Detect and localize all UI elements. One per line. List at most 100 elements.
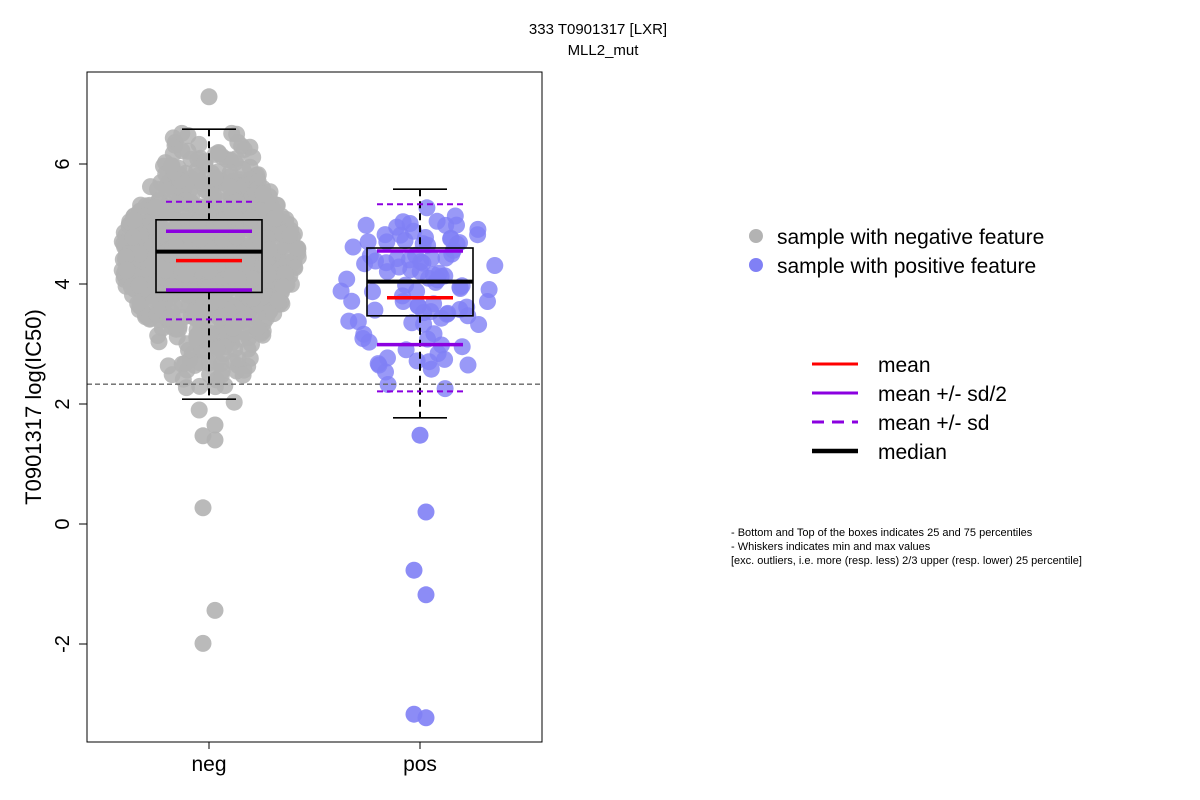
point-neg — [200, 262, 218, 280]
point-pos — [343, 292, 361, 310]
point-neg — [129, 295, 147, 313]
point-pos — [405, 222, 423, 240]
legend-line-label: mean — [878, 354, 931, 377]
point-neg — [223, 267, 241, 284]
point-neg — [188, 329, 206, 346]
outlier-point-pos — [417, 503, 435, 521]
point-pos — [403, 314, 421, 332]
point-pos — [408, 282, 426, 300]
point-neg — [131, 245, 148, 263]
point-pos — [453, 338, 471, 356]
legend-point-label: sample with positive feature — [777, 255, 1036, 278]
y-axis: -2 0 2 4 6 — [52, 158, 88, 653]
legend-lines: mean mean +/- sd/2 mean +/- sd median — [812, 354, 1007, 464]
outlier-point-pos — [411, 426, 429, 444]
point-neg — [244, 148, 262, 166]
point-pos — [364, 283, 381, 301]
point-neg — [174, 370, 192, 388]
point-neg — [288, 239, 306, 257]
point-neg — [248, 319, 266, 337]
point-neg — [274, 278, 292, 296]
point-neg — [229, 133, 247, 151]
point-pos — [366, 301, 384, 319]
point-neg — [118, 261, 136, 279]
point-neg — [224, 319, 242, 337]
point-pos — [344, 238, 362, 256]
point-neg — [254, 185, 272, 203]
x-axis: neg pos — [191, 741, 437, 776]
chart-title: 333 T0901317 [LXR] — [529, 21, 667, 38]
point-pos — [438, 305, 456, 323]
y-tick-label: -2 — [52, 635, 74, 653]
point-neg — [208, 340, 226, 358]
y-tick-label: 4 — [52, 278, 74, 289]
x-tick-label-neg: neg — [191, 753, 226, 776]
legend-line-label: mean +/- sd — [878, 412, 989, 435]
point-pos — [470, 316, 488, 333]
point-pos — [356, 255, 374, 273]
point-neg — [269, 291, 287, 309]
note-line: [exc. outliers, i.e. more (resp. less) 2… — [731, 555, 1082, 567]
point-neg — [149, 180, 166, 198]
point-neg — [212, 308, 230, 326]
point-neg — [200, 354, 218, 372]
point-neg — [276, 265, 294, 283]
point-pos — [486, 257, 504, 274]
point-neg — [173, 124, 191, 142]
outlier-point-neg — [206, 416, 224, 434]
point-neg — [203, 294, 220, 312]
point-neg — [281, 226, 299, 244]
legend-point-marker — [749, 229, 763, 243]
chart-subtitle: MLL2_mut — [568, 42, 640, 59]
stats-layer — [87, 128, 542, 419]
point-neg — [234, 160, 252, 178]
point-pos — [430, 264, 448, 282]
point-pos — [369, 355, 387, 373]
legend-point-label: sample with negative feature — [777, 226, 1044, 249]
point-neg — [234, 366, 252, 384]
point-neg — [229, 350, 247, 367]
point-neg — [244, 289, 262, 307]
point-neg — [213, 362, 231, 380]
point-pos — [459, 356, 477, 374]
point-neg — [182, 150, 200, 168]
point-pos — [436, 380, 454, 398]
point-neg — [130, 276, 148, 294]
y-tick-label: 2 — [52, 398, 74, 409]
point-neg — [117, 248, 135, 266]
plot-frame — [86, 71, 543, 743]
point-pos — [359, 233, 377, 251]
legend-line-label: mean +/- sd/2 — [878, 383, 1007, 406]
x-tick-label-pos: pos — [403, 753, 437, 776]
note-line: - Bottom and Top of the boxes indicates … — [731, 527, 1033, 539]
legend-points: sample with negative feature sample with … — [749, 226, 1044, 278]
point-pos — [332, 282, 350, 300]
y-axis-label: T0901317 log(IC50) — [21, 309, 46, 505]
point-neg — [221, 178, 239, 196]
point-neg — [242, 209, 260, 227]
point-pos — [379, 376, 397, 393]
point-neg — [125, 211, 143, 229]
point-neg — [225, 393, 243, 411]
point-neg — [162, 157, 180, 175]
point-neg — [156, 261, 174, 279]
point-neg — [173, 355, 191, 373]
point-pos — [360, 333, 378, 351]
point-pos — [357, 216, 375, 234]
point-pos — [408, 352, 426, 370]
point-pos — [340, 312, 358, 330]
notes: - Bottom and Top of the boxes indicates … — [731, 527, 1082, 567]
box-neg — [155, 219, 263, 294]
points-layer — [113, 88, 504, 727]
outlier-point-neg — [194, 499, 212, 517]
legend-line-label: median — [878, 441, 947, 464]
outlier-point-neg — [206, 431, 224, 449]
point-neg — [206, 169, 224, 187]
point-neg — [227, 209, 244, 226]
legend-point-marker — [749, 258, 763, 272]
y-tick-label: 6 — [52, 158, 74, 169]
point-neg — [159, 357, 177, 375]
note-line: - Whiskers indicates min and max values — [731, 541, 931, 553]
point-neg — [186, 356, 204, 374]
